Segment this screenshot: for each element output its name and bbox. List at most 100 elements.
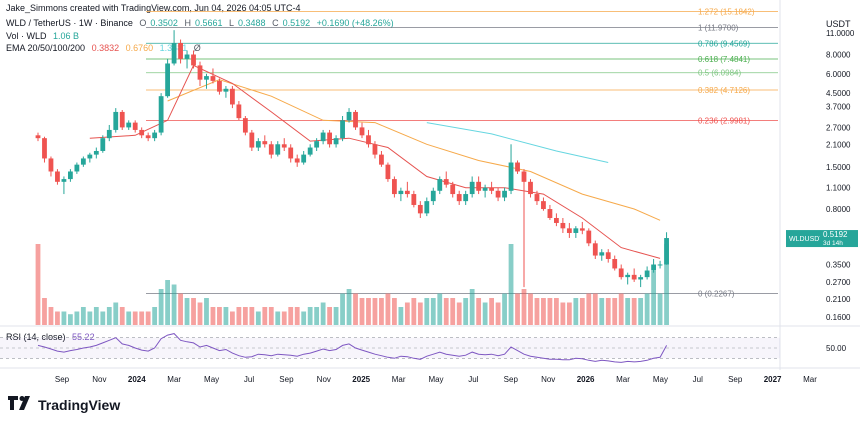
candle-body — [301, 154, 307, 163]
candle-body — [560, 222, 566, 229]
candle-body — [191, 54, 196, 66]
volume-bar — [139, 311, 145, 325]
x-tick-label: Nov — [317, 375, 331, 384]
tradingview-logo-text: TradingView — [38, 397, 121, 413]
y-tick-label: 1.1000 — [826, 184, 851, 193]
candle-body — [255, 141, 261, 148]
x-tick-label: May — [428, 375, 443, 384]
volume-bar — [482, 302, 488, 325]
y-tick-label: 2.1000 — [826, 140, 851, 149]
candle-body — [476, 181, 482, 191]
y-tick-label: 6.0000 — [826, 70, 851, 79]
candle-body — [48, 158, 54, 172]
volume-legend[interactable]: Vol · WLD 1.06 B — [6, 31, 83, 41]
volume-bar — [42, 298, 47, 325]
candle-body — [664, 238, 669, 265]
volume-bar — [605, 298, 611, 325]
candle-body — [353, 111, 358, 128]
volume-bar — [573, 298, 579, 325]
volume-bar — [217, 307, 222, 325]
candle-body — [586, 230, 592, 244]
volume-bar — [560, 302, 566, 325]
volume-bar — [223, 307, 229, 325]
ohlc-close: 0.5192 — [282, 18, 311, 28]
x-tick-label: Sep — [504, 375, 519, 384]
tradingview-logo-icon — [8, 396, 34, 414]
volume-bar — [61, 311, 67, 325]
ohlc-low: 0.3488 — [238, 18, 266, 28]
candle-body — [217, 80, 222, 92]
volume-bar — [404, 302, 410, 325]
y-tick-label: 3.7000 — [826, 102, 851, 111]
x-tick-label: Sep — [279, 375, 294, 384]
x-tick-label: Mar — [616, 375, 630, 384]
volume-bar — [366, 298, 371, 325]
candle-body — [197, 65, 203, 80]
volume-bar — [333, 307, 339, 325]
volume-bar — [443, 298, 449, 325]
tradingview-logo[interactable]: TradingView — [8, 396, 120, 414]
volume-bar — [528, 293, 533, 325]
volume-bar — [262, 307, 268, 325]
y-tick-label: 11.0000 — [826, 29, 855, 38]
x-tick-label: 2025 — [352, 375, 370, 384]
symbol-name[interactable]: WLD / TetherUS · 1W · Binance — [6, 18, 133, 28]
volume-bar — [171, 284, 177, 325]
candle-body — [592, 243, 598, 256]
volume-bar — [541, 298, 546, 325]
candle-body — [230, 88, 235, 105]
candle-body — [417, 204, 423, 214]
volume-bar — [132, 311, 138, 325]
y-tick-label: 1.5000 — [826, 163, 851, 172]
ohlc-low-label: L — [229, 18, 235, 28]
candle-body — [469, 181, 475, 195]
volume-bar — [372, 298, 378, 325]
price-change: +0.1690 (+48.26%) — [316, 18, 394, 28]
volume-bar — [579, 298, 585, 325]
candle-body — [61, 179, 67, 182]
ohlc-open: 0.3502 — [150, 18, 178, 28]
candle-body — [242, 118, 248, 133]
candle-body — [430, 190, 436, 202]
y-tick-label: 0.3500 — [826, 261, 851, 270]
x-tick-label: Sep — [728, 375, 743, 384]
x-tick-label: Mar — [803, 375, 817, 384]
rsi-line — [37, 333, 668, 363]
price-tag-bg — [820, 230, 858, 248]
candle-body — [223, 88, 229, 92]
candle-body — [126, 122, 132, 128]
volume-bar — [197, 302, 203, 325]
volume-bar — [74, 311, 80, 325]
volume-bar — [353, 293, 358, 325]
candle-body — [35, 135, 41, 139]
volume-bar — [424, 298, 430, 325]
y-tick-label: 4.5000 — [826, 89, 851, 98]
y-tick-label: 8.0000 — [826, 51, 851, 60]
fib-level-label: 0.786 (9.4569) — [698, 39, 750, 48]
candle-body — [372, 144, 378, 155]
candle-body — [437, 179, 443, 191]
volume-bar — [191, 298, 196, 325]
candle-body — [320, 132, 326, 142]
candle-body — [294, 158, 300, 163]
price-tag-symbol: WLDUSDT — [789, 236, 824, 243]
candle-body — [443, 179, 449, 185]
candle-body — [463, 194, 469, 202]
candle-body — [502, 190, 507, 198]
y-tick-label: 0.1600 — [826, 313, 851, 322]
volume-bar — [664, 244, 669, 325]
candle-body — [392, 179, 397, 195]
ema50-value: 0.6760 — [125, 43, 154, 53]
candle-body — [547, 209, 553, 218]
volume-bar — [398, 307, 404, 325]
volume-bar — [515, 293, 520, 325]
candle-body — [411, 194, 417, 205]
volume-bar — [392, 298, 397, 325]
volume-bar — [508, 244, 514, 325]
x-tick-label: Jul — [693, 375, 703, 384]
candle-body — [638, 277, 644, 280]
candle-body — [398, 190, 404, 195]
x-tick-label: Sep — [55, 375, 70, 384]
rsi-legend[interactable]: RSI (14, close) 55.22 — [6, 332, 99, 342]
